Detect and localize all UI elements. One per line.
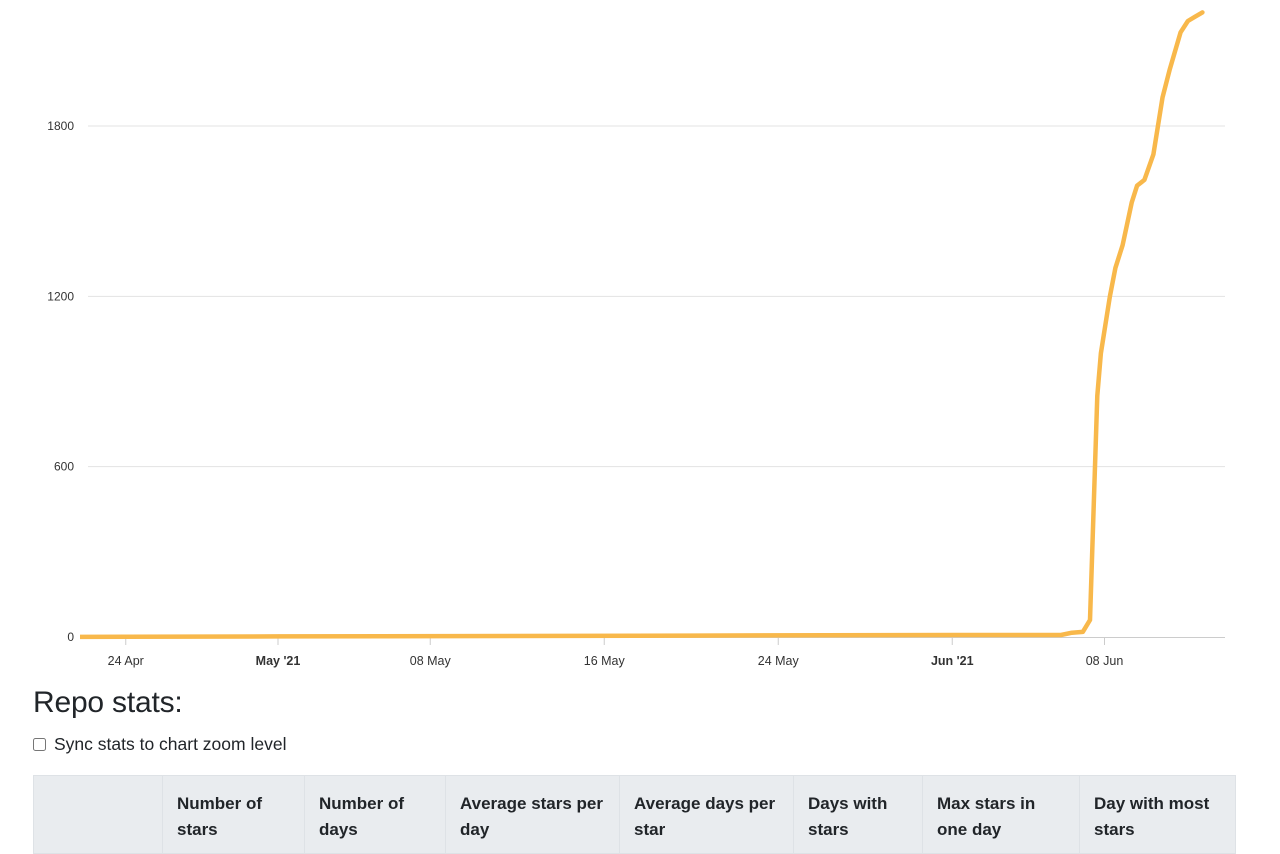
header-number-of-days: Number of days — [304, 775, 446, 854]
x-tick-label: 16 May — [584, 654, 626, 668]
header-average-days-per-star: Average days per star — [619, 775, 794, 854]
header-cell-empty — [33, 775, 163, 854]
x-axis: 24 Apr May '21 08 May 16 May 24 May Jun '21 08… — [88, 637, 1225, 668]
sync-stats-checkbox[interactable] — [33, 738, 46, 751]
y-tick-label: 1200 — [47, 289, 74, 303]
series-line-0 — [80, 10, 1205, 640]
y-tick-label: 1800 — [47, 119, 74, 133]
header-number-of-stars: Number of stars — [162, 775, 305, 854]
x-tick-label: 24 May — [758, 654, 800, 668]
header-max-stars-in-one-day: Max stars in one day — [922, 775, 1080, 854]
header-day-with-most-stars: Day with most stars — [1079, 775, 1236, 854]
y-tick-label: 0 — [67, 630, 74, 644]
header-average-stars-per-day: Average stars per day — [445, 775, 620, 854]
sync-stats-row[interactable]: Sync stats to chart zoom level — [33, 734, 286, 755]
table-header-row: Number of stars Number of days Average s… — [33, 775, 1236, 854]
grid-layer — [88, 125, 1225, 468]
series-layer — [80, 10, 1205, 640]
sync-stats-label: Sync stats to chart zoom level — [54, 734, 287, 754]
x-tick-label: 08 Jun — [1086, 654, 1124, 668]
star-history-chart: 0 600 1200 1800 24 Apr May '21 08 May 16 May 24… — [47, 10, 1225, 668]
repo-stats-heading: Repo stats: — [33, 686, 183, 719]
x-tick-label: 24 Apr — [108, 654, 144, 668]
y-axis-labels: 0 600 1200 1800 — [47, 119, 74, 644]
y-tick-label: 600 — [54, 460, 74, 474]
x-tick-label: Jun '21 — [931, 654, 974, 668]
x-tick-label: May '21 — [256, 654, 301, 668]
header-days-with-stars: Days with stars — [793, 775, 923, 854]
repo-stats-table: Number of stars Number of days Average s… — [33, 775, 1236, 854]
x-tick-label: 08 May — [410, 654, 452, 668]
